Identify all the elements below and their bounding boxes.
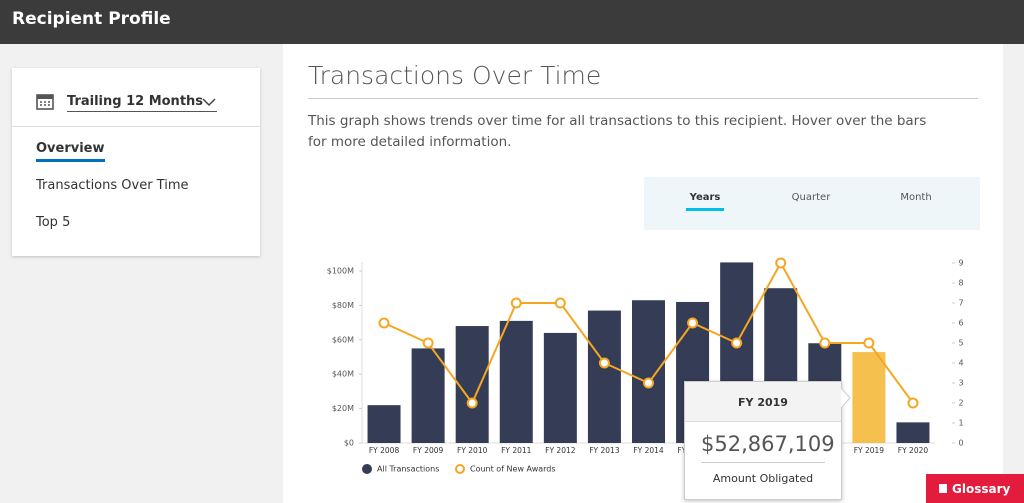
bar — [852, 352, 886, 443]
tab[interactable]: Years — [686, 192, 724, 211]
y2-tick-label: 9 — [958, 259, 963, 268]
glossary-button[interactable]: Glossary — [926, 474, 1024, 503]
point — [819, 337, 831, 349]
bar — [632, 300, 665, 443]
point — [466, 397, 478, 409]
y2-tick-label: 0 — [958, 439, 963, 448]
y-tick-label: $20M — [332, 404, 354, 413]
point — [598, 357, 610, 369]
y-tick-label: $60M — [332, 335, 354, 344]
bar — [411, 348, 445, 443]
point — [731, 337, 743, 349]
bar — [896, 422, 930, 443]
period-dropdown[interactable]: Trailing 12 Months — [67, 94, 217, 112]
x-tick-label: FY 2008 — [369, 446, 400, 455]
point — [687, 317, 699, 329]
legend-label: All Transactions — [377, 465, 439, 474]
y2-tick-label: 8 — [958, 279, 963, 288]
point — [643, 377, 654, 389]
section-title: Transactions Over Time — [308, 61, 978, 99]
bar — [455, 326, 489, 443]
y2-tick-label: 4 — [958, 359, 963, 368]
nav-link[interactable]: Overview — [36, 141, 105, 162]
nav-link[interactable]: Top 5 — [36, 215, 71, 230]
tab[interactable]: Month — [900, 192, 932, 203]
x-tick-label: FY 2013 — [589, 446, 620, 455]
point — [907, 397, 919, 409]
legend-label: Count of New Awards — [470, 465, 556, 474]
tooltip-title: FY 2019 — [685, 382, 841, 422]
glossary-label: Glossary — [952, 482, 1011, 496]
y-tick-label: $40M — [332, 370, 354, 379]
x-tick-label: FY 2011 — [501, 446, 532, 455]
x-tick-label: FY 2010 — [457, 446, 488, 455]
bar — [543, 332, 577, 443]
tab[interactable]: Quarter — [791, 192, 831, 203]
divider — [12, 126, 260, 127]
point — [554, 297, 566, 309]
y2-tick-label: 5 — [958, 339, 963, 348]
point — [422, 337, 434, 349]
y-tick-label: $100M — [327, 267, 354, 276]
tooltip: FY 2019 $52,867,109 Amount Obligated — [684, 381, 851, 500]
bar — [367, 405, 401, 443]
point — [863, 337, 875, 349]
y2-tick-label: 2 — [958, 399, 963, 408]
point — [510, 297, 522, 309]
y-tick-label: $80M — [332, 301, 354, 310]
calendar-icon — [36, 94, 54, 110]
x-tick-label: FY 2014 — [633, 446, 664, 455]
x-tick-label: FY 2012 — [545, 446, 576, 455]
y2-tick-label: 6 — [958, 319, 963, 328]
legend-marker — [455, 464, 465, 474]
chevron — [202, 98, 216, 107]
nav-link[interactable]: Transactions Over Time — [36, 178, 189, 193]
y2-tick-label: 3 — [958, 379, 963, 388]
y2-tick-label: 7 — [958, 299, 963, 308]
tooltip-value: $52,867,109 — [701, 432, 835, 463]
y-tick-label: $0 — [344, 439, 354, 448]
period-label: Trailing 12 Months — [67, 94, 204, 109]
tooltip-caption: Amount Obligated — [712, 472, 814, 485]
section-description: This graph shows trends over time for al… — [308, 113, 927, 150]
x-tick-label: FY 2020 — [898, 446, 929, 455]
point — [775, 257, 787, 269]
point — [378, 317, 390, 329]
x-tick-label: FY 2009 — [413, 446, 444, 455]
y2-tick-label: 1 — [958, 419, 963, 428]
x-tick-label: FY 2019 — [854, 446, 885, 455]
header-title: Recipient Profile — [0, 0, 1024, 44]
bar — [587, 310, 621, 443]
tab-bar: Years Quarter Month — [644, 177, 980, 230]
legend-marker — [362, 464, 372, 474]
book-icon — [939, 484, 947, 493]
bar — [499, 320, 533, 443]
sidebar: Trailing 12 Months Overview Transactions… — [12, 68, 260, 256]
tooltip-arrow — [841, 388, 851, 408]
